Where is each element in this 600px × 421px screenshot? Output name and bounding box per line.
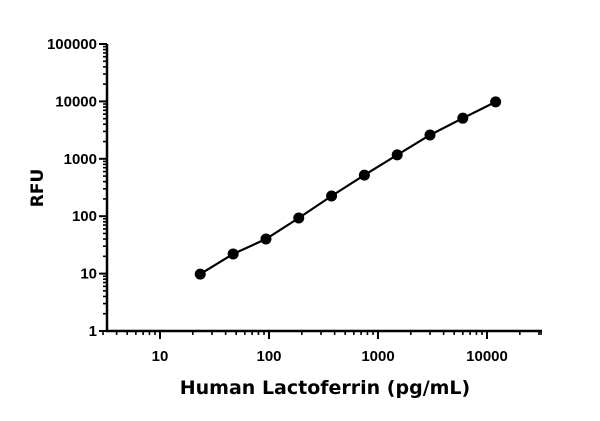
data-point — [227, 248, 239, 260]
y-tick-label: 10 — [80, 266, 97, 283]
x-axis — [102, 329, 542, 339]
x-tick-label: 10 — [152, 348, 169, 365]
data-point — [391, 149, 403, 161]
y-tick-label: 1 — [89, 323, 97, 340]
data-point — [424, 129, 436, 141]
x-tick-label: 100 — [256, 348, 281, 365]
y-tick-label: 10000 — [55, 93, 97, 110]
data-point — [490, 96, 502, 108]
x-axis-title: Human Lactoferrin (pg/mL) — [180, 377, 470, 399]
data-series — [194, 96, 502, 280]
data-point — [358, 169, 370, 181]
data-point — [194, 268, 206, 280]
y-tick-label: 100 — [72, 208, 97, 225]
data-point — [293, 212, 305, 224]
y-tick-label: 1000 — [64, 151, 97, 168]
y-tick-labels: 1 10 100 1000 10000 100000 — [47, 36, 97, 340]
y-tick-label: 100000 — [47, 36, 97, 53]
y-axis-title: RFU — [28, 169, 48, 208]
data-point — [260, 233, 272, 245]
fit-curve — [199, 100, 497, 276]
data-point — [326, 190, 338, 202]
x-tick-labels: 10 100 1000 10000 — [152, 348, 508, 365]
x-tick-label: 10000 — [466, 348, 508, 365]
y-axis — [99, 43, 109, 332]
data-point — [457, 112, 469, 124]
x-tick-label: 1000 — [361, 348, 394, 365]
